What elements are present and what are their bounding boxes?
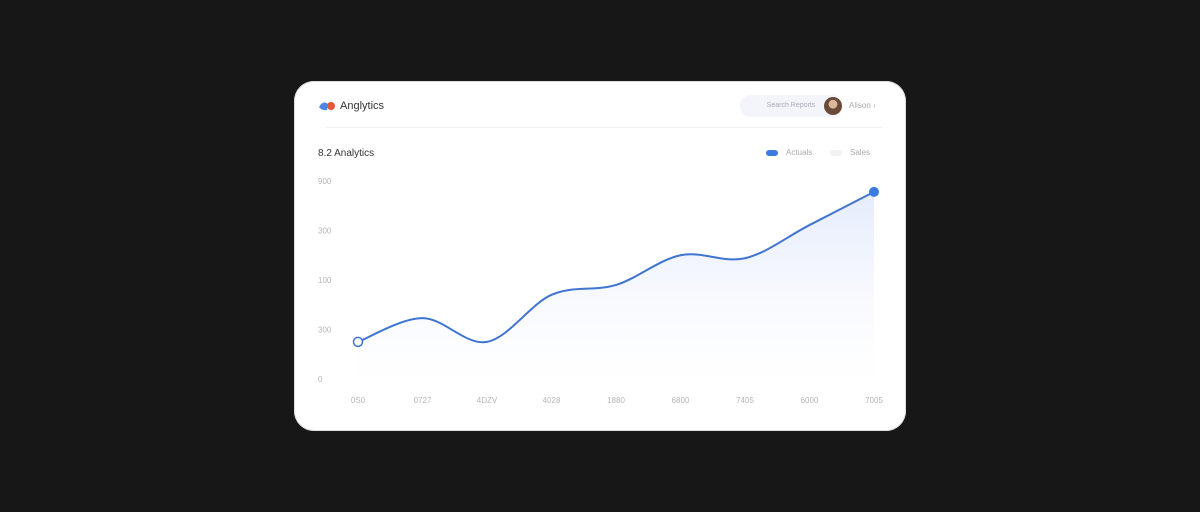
data-point-start	[352, 336, 364, 348]
x-tick-label: 7405	[736, 396, 754, 405]
legend-item-actuals[interactable]: Actuals	[766, 148, 812, 157]
y-tick-label: 300	[318, 326, 332, 335]
avatar[interactable]	[824, 97, 842, 115]
chart-title: 8.2 Analytics	[318, 148, 375, 159]
x-tick-label: 0S0	[351, 396, 366, 405]
data-point-end	[869, 186, 879, 197]
x-tick-label: 0727	[414, 396, 432, 405]
x-tick-label: 4028	[543, 396, 561, 405]
x-tick-label: 1880	[607, 396, 625, 405]
legend-item-sales[interactable]: Sales	[830, 148, 870, 157]
user-menu[interactable]: Alison ›	[849, 101, 876, 110]
bird-logo-icon	[319, 102, 335, 111]
legend-swatch	[766, 149, 778, 156]
y-tick-label: 900	[318, 177, 332, 186]
x-tick-label: 6000	[801, 396, 819, 405]
x-tick-label: 6800	[672, 396, 690, 405]
y-tick-label: 100	[318, 276, 332, 285]
series-line	[357, 191, 875, 344]
line-chart: 900 300 100 300 0 0S0 0727 4DZV 4028 1880 6800 7405…	[318, 177, 883, 405]
divider	[326, 127, 882, 128]
legend-swatch	[830, 149, 842, 156]
app-title: Anglytics	[340, 100, 385, 112]
x-tick-label: 7005	[865, 396, 883, 405]
analytics-card: Anglytics Search Reports Alison › 8.2 An…	[294, 81, 906, 431]
legend-label: Sales	[850, 148, 871, 157]
y-tick-label: 300	[318, 227, 332, 236]
y-tick-label: 0	[318, 375, 323, 384]
user-name: Alison	[849, 101, 871, 110]
x-tick-label: 4DZV	[477, 396, 498, 405]
area-fill	[358, 191, 874, 389]
legend-label: Actuals	[786, 148, 813, 157]
search-input[interactable]: Search Reports	[740, 95, 842, 117]
chevron-down-icon: ›	[873, 101, 876, 110]
